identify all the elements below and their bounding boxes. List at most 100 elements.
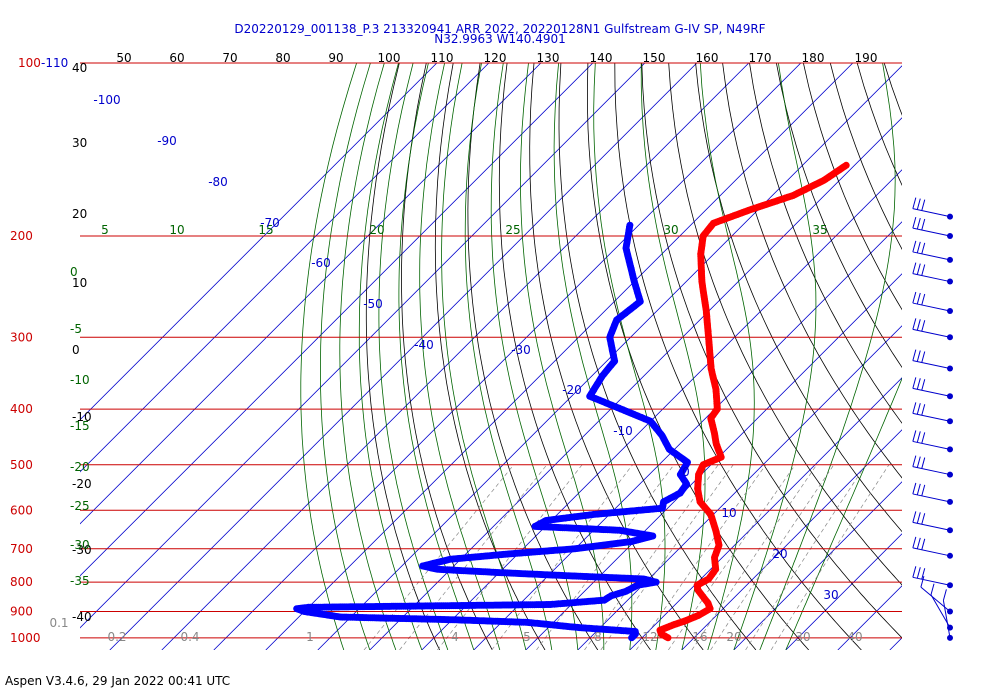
mixing-ratio-line: [363, 464, 515, 650]
pressure-label: 100: [18, 56, 41, 70]
isotherm-line: [525, 273, 902, 650]
dry-adiabat-line: [911, 63, 1000, 650]
isotherm-label: -80: [208, 175, 228, 189]
pressure-label: 1000: [10, 631, 41, 645]
mixing-ratio-label: 0.4: [180, 630, 199, 644]
wind-barb-flag: [916, 241, 921, 254]
moist-adiabat-label: -25: [70, 499, 90, 513]
wind-barb-flag: [921, 538, 926, 550]
dry-adiabat-line: [938, 63, 1000, 650]
top-axis-tick-label: 160: [696, 51, 719, 65]
isotherm-line: [889, 637, 902, 650]
isotherm-line: [577, 325, 902, 650]
isotherm-line: [681, 429, 902, 650]
dry-adiabat-line: [749, 63, 902, 424]
moist-adiabat-top-label: 25: [505, 223, 520, 237]
moist-adiabat-label: -10: [70, 373, 90, 387]
moist-adiabat-line: [733, 63, 817, 650]
isotherm-line: [161, 63, 750, 650]
pressure-label: 800: [10, 575, 33, 589]
mixing-ratio-label: 40: [847, 630, 862, 644]
dry-adiabat-label: 40: [72, 61, 87, 75]
isotherm-line: [109, 63, 698, 650]
wind-barb-flag: [916, 217, 921, 230]
dry-adiabat-line: [883, 63, 902, 116]
moist-adiabat-top-label: 20: [369, 223, 384, 237]
isotherm-label: 10: [721, 506, 736, 520]
isotherm-label: 0: [682, 465, 690, 479]
mixing-ratio-line: [745, 464, 866, 650]
wind-barb-staff: [912, 227, 951, 237]
wind-barb-flag: [912, 430, 917, 442]
isotherm-line: [629, 377, 902, 650]
isotherm-line: [80, 63, 438, 421]
wind-barb-flag: [921, 242, 926, 254]
wind-barb-flag: [912, 197, 917, 209]
moist-adiabat-label: -35: [70, 574, 90, 588]
top-axis-tick-label: 120: [484, 51, 507, 65]
wind-barb-flag: [916, 350, 921, 362]
mixing-ratio-label: 1: [306, 630, 314, 644]
moist-adiabat-top-label: 15: [258, 223, 273, 237]
wind-barb-flag: [912, 318, 917, 330]
wind-barb-staff: [912, 576, 951, 586]
wind-barb-flag: [921, 199, 926, 211]
isotherm-line: [473, 221, 902, 650]
wind-barb-flag: [921, 404, 926, 416]
dry-adiabat-label: 30: [72, 136, 87, 150]
dry-adiabat-line: [695, 63, 902, 533]
wind-barb-staff: [912, 360, 951, 369]
top-axis-tick-label: 50: [116, 51, 131, 65]
moist-adiabat-line: [593, 63, 666, 650]
pressure-label: 900: [10, 605, 33, 619]
dry-adiabat-line: [401, 63, 493, 650]
wind-barb-flag: [942, 589, 947, 601]
isotherm-line: [80, 63, 490, 473]
moist-adiabat-line: [699, 63, 755, 650]
wind-barb-staff: [912, 412, 951, 422]
wind-barb-flag: [912, 455, 917, 467]
mixing-ratio-label: 12: [642, 630, 657, 644]
dry-adiabat-label: 10: [72, 276, 87, 290]
top-axis-tick-label: 80: [275, 51, 290, 65]
dry-adiabat-line: [803, 63, 902, 311]
mixing-ratio-line: [636, 464, 767, 650]
moist-adiabat-line: [339, 63, 397, 650]
wind-barb-staff: [912, 387, 951, 397]
wind-barb-staff: [912, 302, 951, 312]
dry-adiabat-label: 20: [72, 207, 87, 221]
wind-barbs: [912, 197, 953, 641]
dry-adiabat-label: -40: [72, 610, 92, 624]
mixing-ratio-label: 8: [594, 630, 602, 644]
dry-adiabat-line: [641, 63, 902, 639]
mixing-ratio-line: [710, 464, 835, 650]
wind-barb-flag: [916, 198, 921, 210]
wind-barb-flag: [916, 537, 921, 549]
top-axis-tick-label: 100: [378, 51, 401, 65]
pressure-label: 400: [10, 402, 33, 416]
chart-title-line1: D20220129_001138_P.3 213320941 ARR 2022,…: [234, 22, 765, 36]
isotherm-label: -70: [260, 216, 280, 230]
moist-adiabat-line: [553, 63, 633, 650]
wind-barb-flag: [916, 456, 921, 468]
moist-adiabat-top-label: 30: [663, 223, 678, 237]
isotherm-line: [80, 63, 542, 525]
mixing-ratio-label: 0.2: [107, 630, 126, 644]
wind-barb-flag: [912, 349, 917, 361]
dry-adiabat-line: [668, 63, 902, 586]
top-axis-tick-label: 70: [222, 51, 237, 65]
isotherm-label: -60: [311, 256, 331, 270]
wind-barb-flag: [916, 378, 921, 390]
mixing-ratio-label: 4: [451, 630, 459, 644]
thermodynamic-grid: [80, 63, 1000, 650]
wind-barb-flag: [916, 292, 921, 305]
moist-adiabat-line: [759, 63, 896, 650]
isotherm-label: -90: [157, 134, 177, 148]
wind-barb-flag: [916, 512, 921, 524]
chart-title-line2: N32.9963 W140.4901: [434, 32, 566, 46]
dry-adiabat-line: [829, 63, 902, 250]
isotherm-label: -30: [511, 343, 531, 357]
wind-barb-flag: [921, 484, 926, 496]
wind-barb-flag: [912, 217, 917, 229]
mixing-ratio-line: [399, 464, 548, 650]
